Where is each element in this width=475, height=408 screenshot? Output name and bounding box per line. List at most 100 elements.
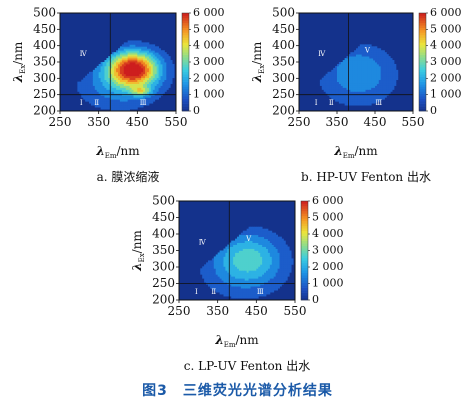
intensity-cell <box>250 248 253 251</box>
intensity-cell <box>225 286 228 289</box>
intensity-cell <box>244 276 248 279</box>
intensity-cell <box>242 250 246 253</box>
intensity-cell <box>202 270 205 273</box>
intensity-cell <box>116 81 119 84</box>
intensity-cell <box>156 79 159 82</box>
intensity-cell <box>143 60 146 63</box>
intensity-cell <box>121 105 125 108</box>
intensity-cell <box>131 60 134 63</box>
intensity-cell <box>92 81 96 84</box>
intensity-cell <box>354 69 357 73</box>
colorbar-segment <box>182 76 189 80</box>
intensity-cell <box>145 48 148 51</box>
intensity-cell <box>375 83 378 86</box>
colorbar-segment <box>182 59 189 63</box>
intensity-cell <box>98 67 101 71</box>
intensity-cell <box>94 79 98 82</box>
intensity-cell <box>219 262 222 265</box>
intensity-cell <box>98 101 101 104</box>
intensity-cell <box>363 87 366 90</box>
intensity-cell <box>125 107 129 110</box>
intensity-cell <box>127 71 130 75</box>
intensity-cell <box>96 77 100 81</box>
intensity-cell <box>231 258 234 261</box>
intensity-cell <box>342 97 345 100</box>
intensity-cell <box>348 65 351 69</box>
intensity-cell <box>248 290 251 293</box>
intensity-cell <box>375 101 378 104</box>
intensity-cell <box>262 244 265 247</box>
intensity-cell <box>135 65 138 69</box>
intensity-cell <box>266 240 269 243</box>
intensity-cell <box>361 79 364 82</box>
intensity-cell <box>152 63 156 67</box>
intensity-cell <box>264 272 267 275</box>
intensity-cell <box>244 244 248 247</box>
intensity-cell <box>129 63 132 67</box>
intensity-cell <box>141 103 144 106</box>
intensity-cell <box>223 254 226 257</box>
intensity-cell <box>342 75 345 79</box>
intensity-cell <box>215 290 219 293</box>
intensity-cell <box>225 288 228 291</box>
intensity-cell <box>335 77 338 81</box>
intensity-cell <box>166 65 169 69</box>
intensity-cell <box>213 268 217 271</box>
intensity-cell <box>246 272 249 275</box>
intensity-cell <box>289 260 292 263</box>
intensity-cell <box>106 73 109 77</box>
intensity-cell <box>244 264 248 267</box>
intensity-cell <box>371 69 374 73</box>
intensity-cell <box>283 256 286 259</box>
intensity-cell <box>229 268 232 271</box>
intensity-cell <box>325 73 328 77</box>
intensity-cell <box>235 240 238 243</box>
intensity-cell <box>335 65 338 69</box>
intensity-cell <box>287 270 290 273</box>
intensity-cell <box>279 252 282 255</box>
intensity-cell <box>390 75 393 79</box>
intensity-cell <box>233 264 236 267</box>
intensity-cell <box>83 83 86 86</box>
intensity-cell <box>323 75 326 79</box>
intensity-cell <box>380 54 383 57</box>
colorbar-segment <box>182 52 189 55</box>
x-tick-label: 450 <box>364 115 387 129</box>
intensity-cell <box>154 69 158 73</box>
intensity-cell <box>371 99 374 102</box>
intensity-cell <box>139 60 142 63</box>
intensity-cell <box>386 81 389 84</box>
intensity-cell <box>264 264 267 267</box>
intensity-cell <box>121 99 125 102</box>
intensity-cell <box>233 242 236 245</box>
intensity-cell <box>279 242 282 245</box>
intensity-cell <box>264 294 267 297</box>
intensity-cell <box>382 79 385 82</box>
intensity-cell <box>390 58 393 61</box>
intensity-cell <box>235 268 238 271</box>
intensity-cell <box>223 262 226 265</box>
y-tick-label: 400 <box>152 227 175 241</box>
intensity-cell <box>260 266 263 269</box>
intensity-cell <box>119 81 123 84</box>
intensity-cell <box>143 95 146 98</box>
y-tick-label: 450 <box>33 22 56 36</box>
intensity-cell <box>378 67 382 71</box>
intensity-cell <box>367 60 370 63</box>
intensity-cell <box>367 52 370 55</box>
colorbar-segment <box>301 218 308 222</box>
intensity-cell <box>145 101 148 104</box>
intensity-cell <box>363 91 366 94</box>
intensity-cell <box>266 256 269 259</box>
intensity-cell <box>333 73 336 77</box>
intensity-cell <box>275 234 278 238</box>
intensity-cell <box>352 54 355 57</box>
intensity-cell <box>221 284 224 287</box>
intensity-cell <box>277 268 280 271</box>
intensity-cell <box>106 99 109 102</box>
intensity-cell <box>361 44 364 47</box>
intensity-cell <box>256 294 259 297</box>
intensity-cell <box>254 286 257 289</box>
intensity-cell <box>342 77 345 81</box>
colorbar-segment <box>301 230 308 234</box>
